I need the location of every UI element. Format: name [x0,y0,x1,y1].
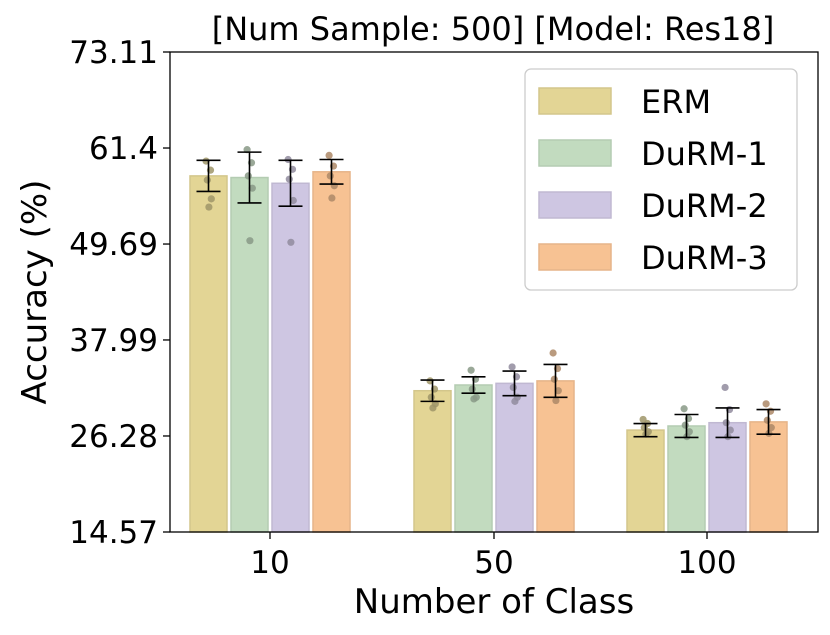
legend-box [524,68,798,291]
bar [271,182,310,533]
x-axis-ticks: 10 50 100 [250,532,737,581]
legend: ERM DuRM-1 DuRM-2 DuRM-3 [524,68,798,291]
y-tick-label: 61.4 [89,131,158,167]
data-point [467,366,475,374]
data-point [326,172,334,180]
y-axis-label: Accuracy (%) [15,180,55,405]
bar [626,429,665,533]
data-point [554,387,562,395]
data-point [763,416,771,424]
data-point [511,397,519,405]
data-point [205,203,213,211]
legend-label: DuRM-1 [641,135,768,173]
data-point [427,393,435,401]
data-point [681,421,689,429]
x-tick-label: 100 [677,545,736,581]
y-tick-label: 73.11 [69,35,158,71]
x-axis-label: Number of Class [354,582,634,622]
data-point [468,385,476,393]
data-point [203,176,211,184]
bars-layer [189,146,788,533]
data-point [244,172,252,180]
plot-frame [169,51,819,533]
data-point [429,404,437,412]
data-point [508,363,516,371]
data-point [722,419,730,427]
bar [312,171,351,533]
legend-swatch [538,243,612,271]
bar [495,382,534,533]
legend-label: DuRM-2 [641,187,768,225]
data-point [285,175,293,183]
data-point [549,349,557,357]
data-point [767,424,775,432]
data-point [721,383,729,392]
y-tick-label: 26.28 [69,419,158,455]
x-tick-label: 10 [250,545,289,581]
legend-label: ERM [641,83,711,121]
legend-swatch [538,87,612,115]
data-point [470,395,478,403]
data-point [248,184,256,192]
chart-title: [Num Sample: 500] [Model: Res18] [212,10,775,48]
bar [749,421,788,533]
y-tick-label: 49.69 [69,227,158,263]
data-point [289,196,297,205]
data-point [680,405,688,413]
data-point [509,383,517,392]
data-point [328,194,336,202]
data-point [207,195,215,203]
bar [189,175,228,533]
data-point [552,396,560,405]
y-tick-label: 37.99 [69,323,158,359]
bar [667,425,706,533]
bar [413,389,452,533]
legend-swatch [538,139,612,167]
data-point [550,375,558,383]
data-point [246,237,254,245]
bar [454,384,493,533]
data-point [762,400,770,408]
legend-label: DuRM-3 [641,239,768,277]
bar [230,176,269,533]
data-point [287,238,295,246]
x-tick-label: 50 [474,545,513,581]
data-point [325,151,333,159]
y-tick-label: 14.57 [69,515,158,551]
data-point [726,426,734,434]
y-axis-ticks: 14.57 26.28 37.99 49.69 61.4 73.11 [69,35,170,551]
legend-swatch [538,191,612,219]
